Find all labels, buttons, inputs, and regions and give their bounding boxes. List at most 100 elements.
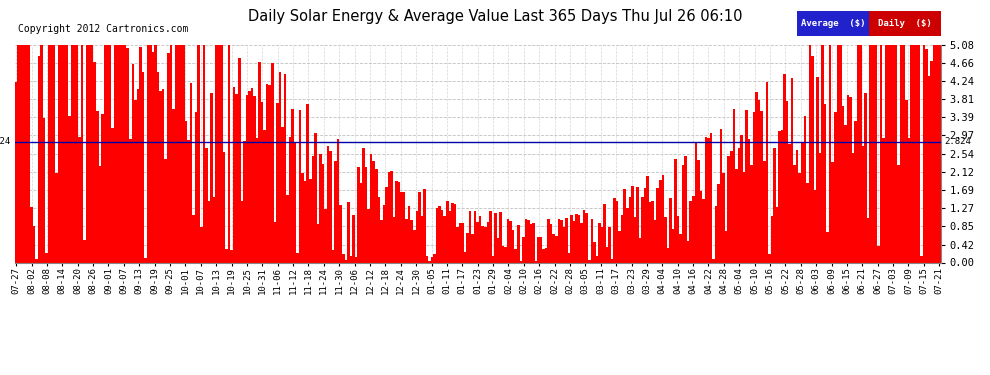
Bar (151, 53, 154, 262)
Bar (299, 110, 301, 262)
Bar (388, 172, 390, 262)
Bar (712, 260, 715, 262)
Bar (250, 88, 253, 262)
Bar (557, 219, 560, 262)
Bar (228, 40, 231, 262)
Bar (286, 195, 289, 262)
Bar (890, 44, 892, 262)
Bar (705, 137, 707, 262)
Bar (421, 216, 423, 262)
Bar (834, 111, 837, 262)
Bar (730, 151, 733, 262)
Bar (603, 204, 606, 262)
Bar (116, 40, 119, 262)
Bar (99, 166, 101, 262)
Bar (560, 220, 562, 262)
Bar (575, 214, 578, 262)
Bar (750, 165, 752, 262)
Bar (611, 259, 614, 262)
Bar (218, 40, 220, 262)
Bar (827, 232, 829, 262)
Bar (342, 254, 345, 262)
Bar (733, 109, 736, 262)
Bar (637, 187, 639, 262)
Bar (585, 213, 588, 262)
Bar (689, 201, 692, 262)
Bar (408, 206, 411, 262)
Bar (129, 139, 132, 262)
Bar (614, 198, 616, 262)
Bar (122, 40, 124, 262)
Bar (656, 188, 659, 262)
Bar (903, 40, 905, 262)
Bar (718, 184, 720, 262)
Bar (436, 208, 439, 262)
Bar (679, 234, 682, 262)
Bar (765, 82, 768, 262)
Bar (874, 40, 877, 262)
Bar (644, 188, 646, 262)
Bar (809, 43, 811, 262)
Bar (631, 186, 634, 262)
Text: Average  ($): Average ($) (801, 19, 865, 28)
Bar (702, 199, 705, 262)
Bar (246, 95, 248, 262)
Bar (20, 40, 23, 262)
Bar (938, 40, 940, 262)
Bar (266, 84, 268, 262)
Bar (109, 40, 111, 262)
Bar (172, 109, 174, 262)
Bar (616, 201, 619, 262)
Bar (578, 215, 580, 262)
Bar (669, 198, 671, 262)
Bar (856, 40, 859, 262)
Bar (248, 92, 250, 262)
Bar (844, 125, 846, 262)
Bar (770, 216, 773, 262)
Bar (352, 216, 354, 262)
Bar (502, 246, 504, 262)
Bar (233, 87, 236, 262)
Bar (241, 201, 244, 262)
Bar (140, 47, 142, 262)
Bar (124, 40, 127, 262)
Bar (824, 104, 827, 262)
Bar (565, 218, 567, 262)
Bar (535, 261, 538, 262)
Bar (134, 100, 137, 262)
Bar (73, 40, 75, 262)
Bar (530, 224, 533, 262)
Bar (504, 248, 507, 262)
Bar (78, 137, 81, 262)
Bar (926, 49, 928, 262)
Bar (601, 227, 603, 262)
Bar (854, 121, 856, 262)
Bar (710, 133, 712, 262)
Bar (456, 227, 458, 262)
Bar (365, 167, 367, 262)
Bar (268, 85, 271, 262)
Bar (63, 40, 65, 262)
Bar (385, 188, 388, 262)
Bar (738, 148, 741, 262)
Bar (431, 257, 434, 262)
Bar (263, 130, 266, 262)
Bar (642, 197, 644, 262)
Bar (15, 82, 18, 262)
Bar (677, 216, 679, 262)
Bar (885, 40, 887, 262)
Bar (236, 94, 238, 262)
Bar (304, 182, 307, 262)
Bar (372, 160, 375, 262)
Bar (814, 190, 816, 262)
Bar (562, 227, 565, 262)
Bar (18, 40, 20, 262)
Bar (515, 249, 517, 262)
Bar (319, 153, 322, 262)
Bar (921, 256, 923, 262)
Bar (550, 224, 552, 262)
Bar (747, 139, 750, 262)
Bar (538, 237, 540, 262)
Bar (439, 206, 441, 262)
Bar (527, 220, 530, 262)
